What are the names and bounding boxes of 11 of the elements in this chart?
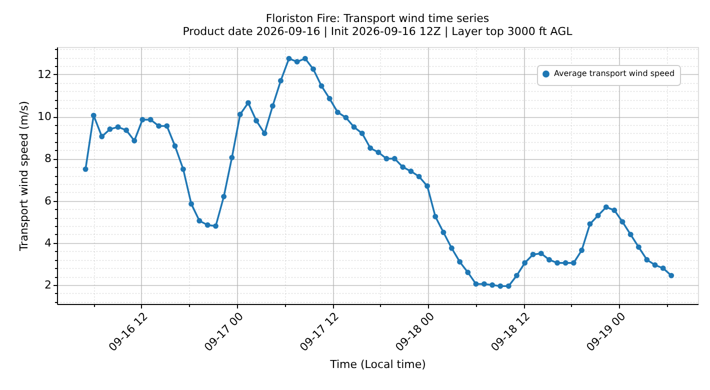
x-axis-title: Time (Local time) [329, 358, 426, 372]
y-tick-label: 6 [44, 194, 52, 208]
chart-subtitle: Product date 2026-09-16 | Init 2026-09-16 12Z | Layer top 3000 ft AGL [182, 25, 574, 38]
y-tick-label: 4 [44, 236, 52, 250]
y-tick-label: 8 [44, 152, 52, 166]
legend-label: Average transport wind speed [554, 69, 675, 78]
chart-title: Floriston Fire: Transport wind time series [266, 12, 490, 26]
y-tick-label: 12 [38, 68, 52, 81]
y-tick-label: 2 [44, 278, 52, 292]
y-tick-label: 10 [38, 110, 52, 124]
y-axis-title: Transport wind speed (m/s) [18, 100, 31, 252]
